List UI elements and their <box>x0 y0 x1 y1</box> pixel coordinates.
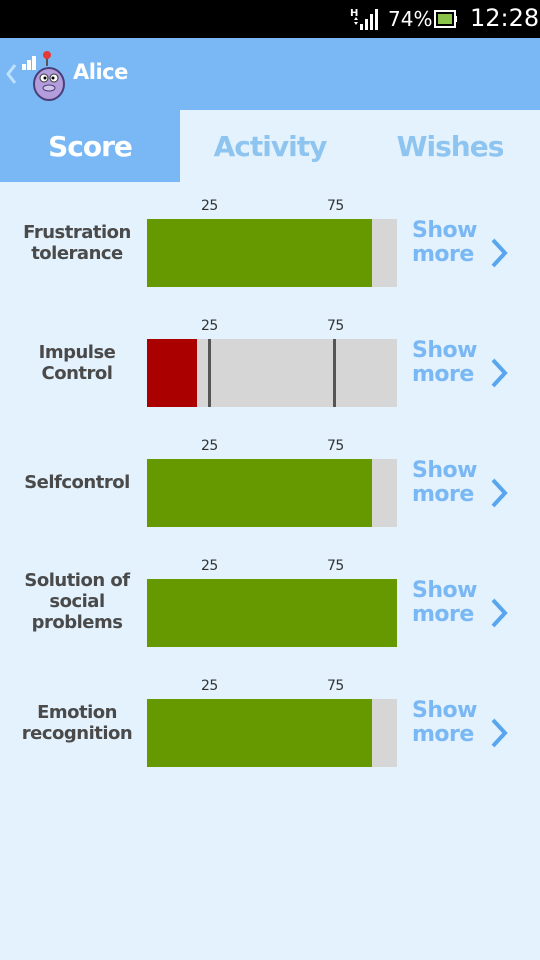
show-more-link[interactable]: Show more <box>412 338 477 387</box>
chevron-right-icon[interactable] <box>487 236 511 270</box>
action-bar <box>0 38 540 110</box>
status-bar: H 74% 12:28 <box>0 0 540 38</box>
score-bar-track <box>147 219 397 287</box>
tick-label-75: 75 <box>327 318 344 334</box>
back-chevron-icon[interactable] <box>5 59 17 89</box>
tab-bar: Score Activity Wishes <box>0 110 540 182</box>
score-label: Selfcontrol <box>24 472 130 493</box>
tick-label-25: 25 <box>201 318 218 334</box>
app-mascot-icon[interactable] <box>20 50 72 102</box>
score-label: Impulse Control <box>38 342 116 384</box>
score-row-emotion-recognition: Emotion recognition 25 75 Show more <box>0 678 540 798</box>
show-more-link[interactable]: Show more <box>412 698 477 747</box>
score-row-selfcontrol: Selfcontrol 25 75 Show more <box>0 438 540 558</box>
tick-label-75: 75 <box>327 438 344 454</box>
battery-icon <box>434 10 457 28</box>
score-bar-track <box>147 579 397 647</box>
score-bar-fill <box>147 459 372 527</box>
score-row-impulse-control: Impulse Control 25 75 Show more <box>0 318 540 438</box>
tick-line-25 <box>208 339 211 407</box>
tick-label-75: 75 <box>327 558 344 574</box>
chevron-right-icon[interactable] <box>487 596 511 630</box>
tab-activity[interactable]: Activity <box>213 129 328 163</box>
svg-text:H: H <box>350 8 358 19</box>
tick-label-25: 25 <box>201 198 218 214</box>
score-bar-track <box>147 339 397 407</box>
page-title: Alice <box>73 60 128 84</box>
score-bar-track <box>147 459 397 527</box>
score-bar-track <box>147 699 397 767</box>
chevron-right-icon[interactable] <box>487 476 511 510</box>
score-bar-fill <box>147 699 372 767</box>
signal-icon: H <box>350 8 378 30</box>
chevron-right-icon[interactable] <box>487 356 511 390</box>
show-more-link[interactable]: Show more <box>412 218 477 267</box>
tick-label-75: 75 <box>327 198 344 214</box>
tick-label-75: 75 <box>327 678 344 694</box>
show-more-link[interactable]: Show more <box>412 458 477 507</box>
score-label: Frustration tolerance <box>23 222 131 264</box>
battery-percentage: 74% <box>388 7 433 31</box>
show-more-link[interactable]: Show more <box>412 578 477 627</box>
score-bar-fill <box>147 219 372 287</box>
tick-label-25: 25 <box>201 558 218 574</box>
score-label: Solution of social problems <box>24 570 130 633</box>
tab-score[interactable]: Score <box>0 110 180 182</box>
score-row-solution-of-social-problems: Solution of social problems 25 75 Show m… <box>0 558 540 678</box>
score-bar-fill <box>147 339 197 407</box>
tick-label-25: 25 <box>201 678 218 694</box>
score-row-frustration-tolerance: Frustration tolerance 25 75 Show more <box>0 198 540 318</box>
tick-line-75 <box>333 339 336 407</box>
score-label: Emotion recognition <box>21 702 133 744</box>
chevron-right-icon[interactable] <box>487 716 511 750</box>
score-bar-fill <box>147 579 397 647</box>
clock: 12:28 <box>470 4 540 32</box>
tick-label-25: 25 <box>201 438 218 454</box>
tab-wishes[interactable]: Wishes <box>396 129 505 163</box>
